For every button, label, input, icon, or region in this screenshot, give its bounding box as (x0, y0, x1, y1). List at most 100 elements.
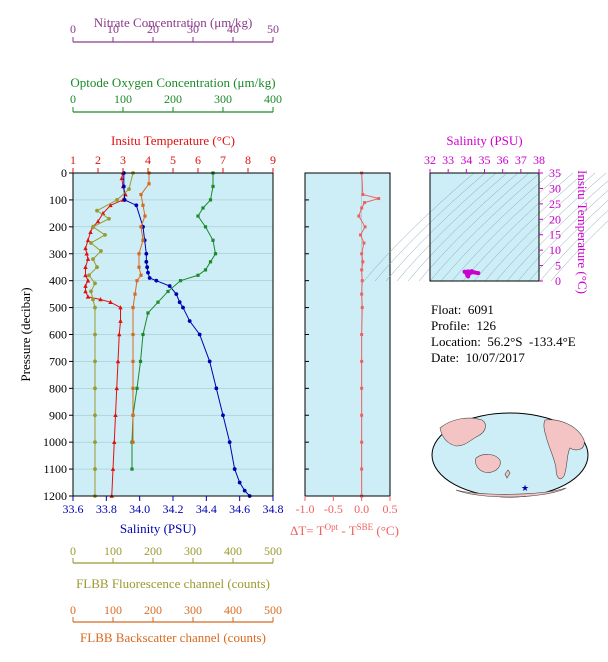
salinity-line (123, 173, 251, 497)
salinity-point (121, 184, 126, 189)
ts-ytick-label: 35 (549, 166, 561, 180)
delta-t-point (377, 197, 381, 201)
delta-t-xtick-label: -0.5 (324, 502, 343, 516)
pressure-axis-label: Pressure (decibar) (18, 287, 33, 381)
oxygen-point (196, 273, 200, 277)
backscatter-point (131, 359, 135, 364)
salinity-point (145, 265, 150, 270)
profile-number: Profile: 126 (431, 318, 496, 333)
map-land-americas (543, 419, 585, 480)
nitrate-axis-label: Nitrate Concentration (μm/kg) (94, 15, 253, 30)
salinity-point (146, 270, 150, 275)
ts-ytick-label: 20 (549, 212, 561, 226)
backscatter-point (139, 225, 143, 229)
delta-t-xtick-label: 0.5 (383, 502, 398, 516)
salinity-point (134, 203, 139, 208)
delta-t-point (361, 260, 365, 264)
delta-t-point (357, 214, 361, 218)
salinity-tick-label: 33.8 (96, 502, 117, 516)
salinity-axis-label: Salinity (PSU) (120, 521, 196, 536)
backscatter-point (131, 332, 135, 337)
oxygen-point (130, 467, 134, 471)
ts-xtick-label: 34 (460, 153, 472, 167)
ts-isopycnal (429, 172, 541, 282)
oxygen-point (166, 289, 170, 294)
nitrate-tick-label: 30 (187, 22, 199, 36)
ts-ytick-label: 5 (555, 259, 561, 273)
temperature-point (112, 439, 117, 444)
oxygen-point (135, 386, 139, 390)
temperature-point (83, 272, 88, 278)
fluorescence-point (127, 187, 131, 192)
ts-isopycnal (517, 190, 608, 282)
delta-t-point (360, 333, 364, 336)
date: Date: 10/07/2017 (431, 350, 525, 365)
ts-ylabel: Insitu Temperature (°C) (575, 170, 590, 294)
pressure-tick-label: 1100 (43, 462, 67, 476)
fluorescence-point (95, 208, 99, 213)
temperature-point (85, 237, 91, 243)
ts-isopycnal (407, 172, 519, 282)
ts-point (476, 271, 481, 276)
fluorescence-point (93, 413, 97, 418)
ts-isopycnal (473, 172, 585, 282)
fluorescence-point (89, 241, 93, 245)
location: Location: 56.2°S -133.4°E (431, 334, 576, 349)
ts-xtick-label: 33 (442, 153, 454, 167)
temperature-point (98, 297, 103, 302)
temperature-point (83, 283, 88, 288)
nitrate-tick-label: 10 (107, 22, 119, 36)
delta-t-panel-background (305, 173, 390, 496)
backscatter-point (135, 279, 139, 283)
pressure-tick-label: 900 (49, 408, 67, 422)
salinity-tick-label: 34.2 (163, 502, 184, 516)
ts-isopycnal (550, 220, 608, 282)
backscatter-tick-label: 300 (184, 603, 202, 617)
delta-t-point (363, 201, 366, 205)
pressure-tick-label: 1000 (43, 435, 67, 449)
salinity-point (144, 259, 149, 264)
temperature-point (108, 202, 113, 208)
fluorescence-axis-label: FLBB Fluorescence channel (counts) (76, 576, 270, 591)
oxygen-tick-label: 400 (264, 92, 282, 106)
salinity-point (167, 284, 172, 288)
ts-xtick-label: 37 (515, 153, 527, 167)
backscatter-tick-label: 0 (70, 603, 76, 617)
fluorescence-point (115, 198, 119, 202)
fluorescence-point (91, 297, 95, 302)
ts-isopycnal (385, 172, 497, 282)
salinity-point (144, 251, 149, 256)
ts-xtick-label: 35 (479, 153, 491, 167)
temperature-tick-label: 2 (95, 153, 101, 167)
fluorescence-point (93, 440, 97, 445)
pressure-tick-label: 400 (49, 274, 67, 288)
fluorescence-tick-label: 100 (104, 544, 122, 558)
fluorescence-point (93, 305, 97, 310)
temperature-point (114, 385, 119, 391)
backscatter-point (137, 265, 141, 269)
ts-point (466, 269, 471, 274)
ts-ytick-label: 10 (549, 243, 561, 257)
temperature-point (83, 245, 88, 251)
delta-t-point (360, 206, 364, 210)
backscatter-point (137, 252, 141, 256)
pressure-tick-label: 200 (49, 220, 67, 234)
backscatter-point (131, 305, 135, 310)
delta-t-point (360, 252, 364, 256)
temperature-tick-label: 9 (270, 153, 276, 167)
ts-panel-background (430, 173, 539, 281)
delta-t-point (359, 233, 363, 237)
map-land-antarctica (455, 487, 567, 498)
ts-point (466, 274, 471, 279)
temperature-point (117, 332, 122, 337)
oxygen-point (196, 214, 200, 218)
temperature-point (83, 288, 88, 294)
axes-group: 0100200300400500600700800900100011001200… (18, 15, 590, 645)
nitrate-tick-label: 0 (70, 22, 76, 36)
pressure-tick-label: 300 (49, 247, 67, 261)
temperature-tick-label: 5 (170, 153, 176, 167)
salinity-tick-label: 34.4 (196, 502, 217, 516)
delta-t-xlabel: ΔT= TOpt - TSBE (°C) (290, 522, 399, 538)
backscatter-point (143, 214, 147, 218)
